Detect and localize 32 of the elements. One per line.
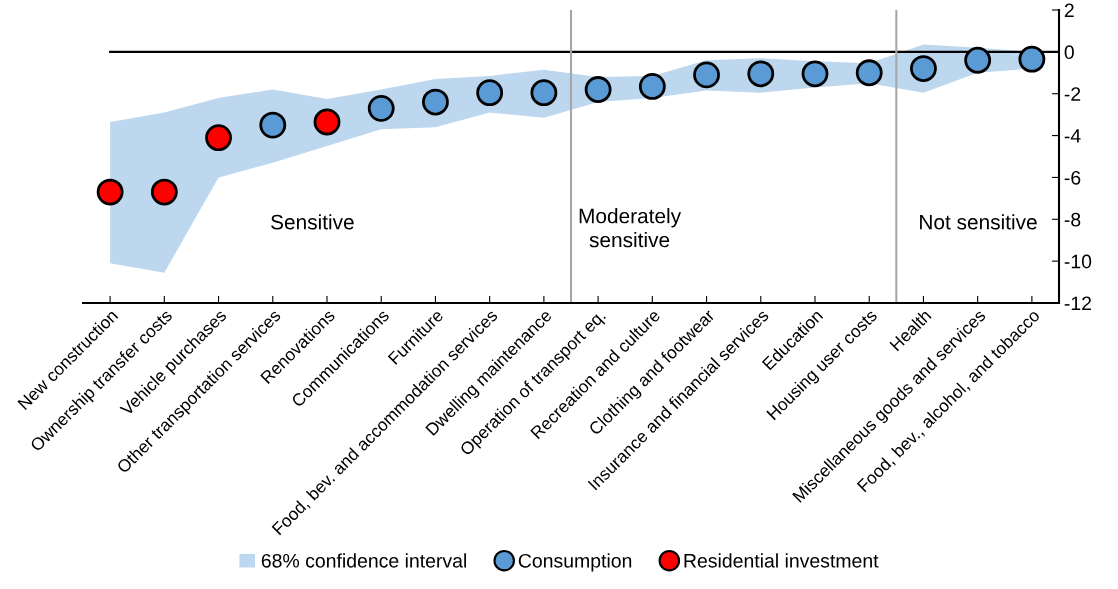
point	[747, 60, 775, 88]
point	[422, 88, 449, 116]
point	[367, 94, 395, 122]
y-tick-label: 2	[1064, 3, 1074, 18]
point	[205, 124, 232, 152]
y-tick-label: 0	[1064, 45, 1074, 60]
y-tick-label: -4	[1064, 129, 1081, 143]
point	[150, 178, 178, 206]
y-tick-label: -12	[1064, 296, 1091, 311]
point	[638, 72, 666, 100]
point	[801, 60, 829, 88]
point	[530, 79, 558, 107]
annotation: Moderately sensitive	[579, 208, 682, 248]
legend-label: Residential investment	[684, 553, 879, 568]
annotation: Sensitive	[271, 214, 354, 230]
point	[964, 46, 992, 74]
annotation: Not sensitive	[920, 214, 1037, 230]
legend-label: Consumption	[518, 553, 632, 572]
point	[584, 76, 612, 103]
point	[259, 111, 287, 139]
point	[476, 79, 504, 107]
y-tick-label: -2	[1064, 87, 1081, 101]
point	[910, 55, 937, 83]
y-tick-label: -8	[1064, 212, 1081, 227]
point	[313, 108, 341, 136]
legend-label: 68% confidence interval	[261, 553, 466, 568]
y-tick-label: -10	[1064, 254, 1092, 269]
point	[855, 59, 883, 87]
point	[693, 61, 720, 89]
point	[96, 178, 124, 206]
point	[1018, 45, 1046, 73]
y-tick-label: -6	[1064, 170, 1081, 185]
